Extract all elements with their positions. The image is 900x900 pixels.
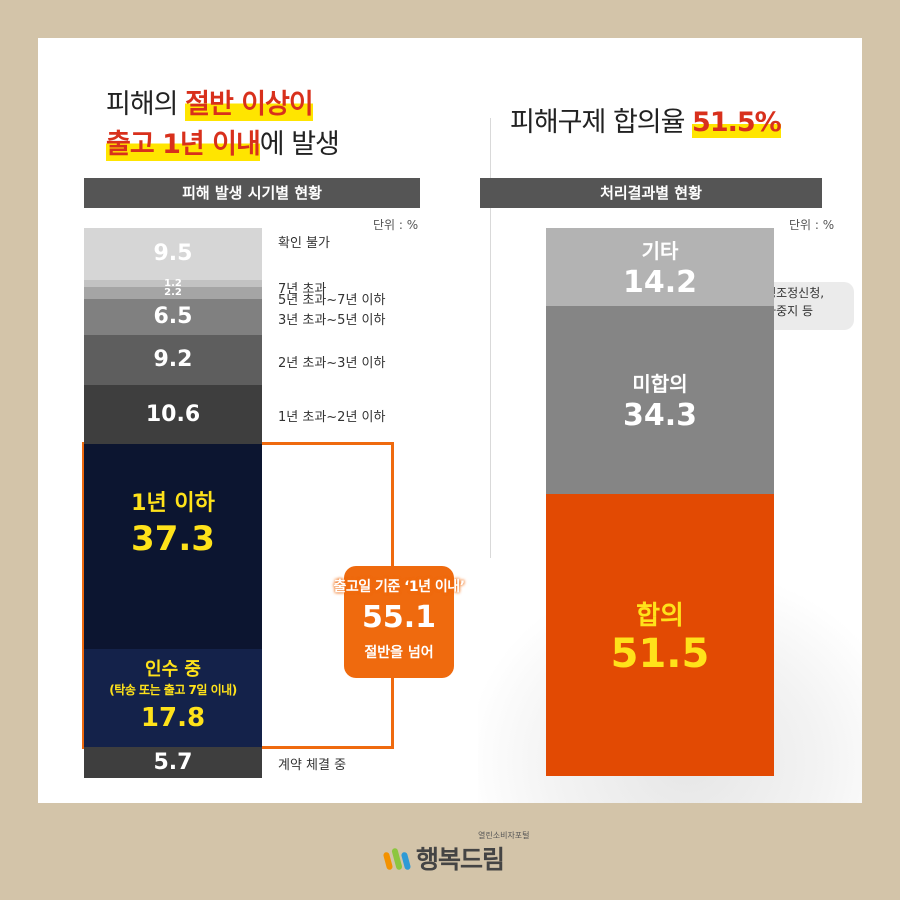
left-bar-label-7: 인수 중 [145, 658, 201, 680]
left-bar-value-0: 9.5 [153, 241, 193, 267]
column-divider [490, 118, 491, 558]
left-bar-label-6: 1년 이하 [131, 490, 215, 516]
right-chart-header: 처리결과별 현황 [480, 178, 822, 208]
right-bar-label-1: 미합의 [632, 371, 688, 396]
left-bar-segment-4: 9.2 [84, 334, 262, 386]
right-bar-segment-2: 합의 51.5 [546, 493, 774, 776]
left-unit-label: 단위 : % [373, 218, 419, 232]
logo-name: 행복드림 [416, 845, 505, 874]
left-bar-value-2: 2.2 [164, 287, 182, 299]
left-title-line2-highlight: 출고 1년 이내 [106, 122, 261, 161]
right-title: 피해구제 합의율 51.5% [510, 100, 782, 139]
left-bar-category-5: 1년 초과~2년 이하 [278, 410, 386, 426]
logo-tagline: 열린소비자포털 [478, 831, 530, 840]
left-bar-segment-8: 5.7 [84, 746, 262, 778]
left-bar-value-8: 5.7 [153, 749, 193, 775]
left-bar-value-7: 17.8 [140, 702, 206, 733]
left-title-line1-plain: 피해의 [106, 89, 186, 120]
right-title-plain: 피해구제 합의율 [510, 107, 693, 138]
left-title-line1-highlight: 절반 이상이 [185, 82, 314, 121]
left-bar-category-2: 5년 초과~7년 이하 [278, 292, 386, 308]
right-bar-value-0: 14.2 [622, 264, 698, 300]
left-bar-sublabel-7: (탁송 또는 출고 7일 이내) [109, 682, 237, 697]
callout-box: 출고일 기준 ‘1년 이내’ 55.1 절반을 넘어 [333, 566, 465, 678]
left-bar-category-8: 계약 체결 중 [278, 758, 347, 774]
infographic-card: 피해의 절반 이상이 출고 1년 이내에 발생 피해구제 합의율 51.5% 피… [38, 38, 862, 803]
callout-value: 55.1 [361, 600, 437, 635]
right-bar-segment-0: 기타 14.2 [546, 228, 774, 306]
left-bar-category-4: 2년 초과~3년 이하 [278, 356, 386, 371]
left-bar-segment-7: 인수 중 (탁송 또는 출고 7일 이내) 17.8 [84, 648, 262, 747]
left-bar-category-1: 7년 초과 [278, 282, 327, 298]
left-bar-segment-2: 2.2 [84, 286, 262, 299]
left-bar-value-1: 1.2 [164, 277, 182, 289]
right-unit-label: 단위 : % [789, 218, 835, 232]
left-bar-segment-1: 1.2 [84, 277, 262, 289]
left-title-line2-plain: 에 발생 [259, 129, 340, 160]
callout-title: 출고일 기준 ‘1년 이내’ [333, 579, 465, 595]
right-bar-label-0: 기타 [641, 238, 679, 263]
left-bar-segment-6: 1년 이하 37.3 [84, 443, 262, 649]
left-bar-segment-5: 10.6 [84, 385, 262, 444]
left-bar-value-4: 9.2 [153, 347, 193, 373]
left-bar-value-5: 10.6 [145, 401, 201, 427]
left-bar-category-0: 확인 불가 [278, 236, 330, 251]
left-bar-category-3: 3년 초과~5년 이하 [278, 312, 386, 328]
callout-caption: 절반을 넘어 [364, 645, 434, 661]
left-bar-segment-0: 9.5 [84, 228, 262, 281]
left-title-line2: 출고 1년 이내에 발생 [106, 122, 340, 161]
left-bar-segment-3: 6.5 [84, 298, 262, 335]
left-title-line1: 피해의 절반 이상이 [106, 82, 314, 121]
right-bar-label-2: 합의 [636, 600, 684, 631]
right-title-highlight: 51.5% [692, 107, 782, 138]
logo-mark-icon [383, 848, 411, 870]
left-bar-value-6: 37.3 [131, 518, 215, 559]
left-bar-value-3: 6.5 [153, 304, 193, 330]
left-chart-header: 피해 발생 시기별 현황 [84, 178, 420, 208]
right-bar-segment-1: 미합의 34.3 [546, 305, 774, 494]
right-bar-value-1: 34.3 [622, 397, 698, 433]
right-bar-value-2: 51.5 [610, 630, 710, 677]
